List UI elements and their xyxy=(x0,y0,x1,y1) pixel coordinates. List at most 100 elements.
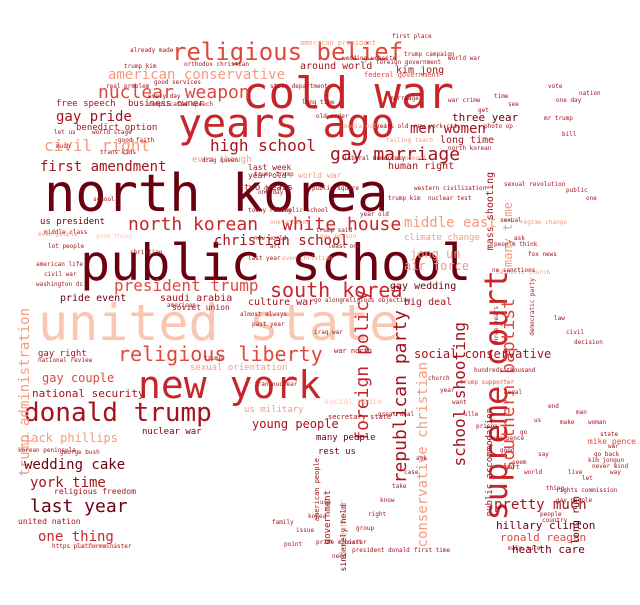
cloud-word: sexual revolution xyxy=(504,181,566,188)
cloud-word: trump supporter xyxy=(460,379,515,386)
cloud-word: time xyxy=(494,93,509,100)
cloud-word: today ruling xyxy=(248,207,292,214)
cloud-word: court xyxy=(344,539,363,546)
cloud-word: end xyxy=(548,403,559,410)
cloud-word: united nation xyxy=(18,517,81,526)
cloud-word: marriage xyxy=(390,95,419,102)
cloud-word: ask xyxy=(514,235,525,242)
cloud-word: us xyxy=(534,417,542,424)
cloud-word: many people xyxy=(316,433,376,443)
cloud-word: first place xyxy=(392,33,432,40)
cloud-word: law xyxy=(554,315,565,322)
cloud-word: ne sanctions xyxy=(492,267,536,274)
cloud-word: wedding website xyxy=(342,55,397,62)
cloud-word: gay marriage xyxy=(330,144,461,165)
cloud-word: rest us xyxy=(318,447,356,457)
cloud-word: first time xyxy=(414,547,451,554)
cloud-word: war xyxy=(608,443,619,450)
cloud-word: long time xyxy=(302,99,335,106)
cloud-word: man xyxy=(576,409,587,416)
cloud-word: york time xyxy=(30,475,106,491)
cloud-word: world stage xyxy=(92,129,132,136)
cloud-word: kim jong xyxy=(396,65,445,76)
cloud-word: white house xyxy=(282,214,402,235)
cloud-word: state department xyxy=(270,83,328,90)
cloud-word: business owner xyxy=(128,99,204,109)
cloud-word: good faith xyxy=(118,137,155,144)
cloud-word: secretary state xyxy=(328,413,392,421)
cloud-word: north korean xyxy=(448,145,492,152)
cloud-word: ask xyxy=(416,455,427,462)
cloud-word: republican party xyxy=(390,310,411,484)
cloud-word: last year xyxy=(248,255,281,262)
cloud-word: democratic party xyxy=(529,278,536,336)
cloud-word: good services xyxy=(154,79,201,86)
cloud-word: religious objection xyxy=(342,297,411,304)
cloud-word: christian school xyxy=(214,233,349,249)
cloud-word: year old xyxy=(360,211,389,218)
cloud-word: trump kim xyxy=(388,195,421,202)
cloud-word: culture war xyxy=(248,297,315,308)
cloud-word: three years xyxy=(493,306,500,346)
cloud-word: mr trump xyxy=(544,115,573,122)
cloud-word: public xyxy=(566,187,588,194)
cloud-word: make xyxy=(560,419,575,426)
cloud-word: north korean xyxy=(128,214,259,235)
cloud-word: mass shooting xyxy=(485,172,496,251)
cloud-word: go along xyxy=(314,297,343,304)
cloud-word: live xyxy=(568,469,583,476)
cloud-word: us president xyxy=(40,217,106,227)
cloud-word: national security xyxy=(32,387,145,400)
cloud-word: bill xyxy=(562,131,577,138)
cloud-word: korea xyxy=(308,513,327,520)
cloud-word: liberal democracy xyxy=(344,155,406,162)
cloud-word: gay people xyxy=(556,497,593,504)
cloud-word: never mind xyxy=(592,463,629,470)
cloud-word: seem xyxy=(512,459,527,466)
cloud-word: vote xyxy=(548,83,563,90)
cloud-word: north korea xyxy=(44,164,389,224)
cloud-word: george bush xyxy=(60,449,100,456)
cloud-word: group xyxy=(356,525,375,532)
cloud-word: air force xyxy=(404,259,470,273)
cloud-word: social conservative xyxy=(414,347,552,361)
cloud-word: big deal xyxy=(404,297,453,308)
cloud-word: old order xyxy=(316,113,349,120)
cloud-word: mike pence xyxy=(587,437,636,446)
cloud-word: gay right xyxy=(38,349,87,359)
cloud-word: one day xyxy=(556,97,582,104)
cloud-word: trump campaign xyxy=(404,51,455,58)
cloud-word: prison xyxy=(476,423,498,430)
cloud-word: many time xyxy=(501,202,515,268)
cloud-word: iran nuclear xyxy=(254,381,298,388)
cloud-word: year xyxy=(440,387,455,394)
cloud-word: soviet union xyxy=(172,303,230,312)
cloud-word: drag queen xyxy=(202,157,239,164)
cloud-word: trump trump xyxy=(254,171,294,178)
cloud-word: president donald xyxy=(352,547,410,554)
cloud-word: one xyxy=(586,195,597,202)
cloud-word: trans kids xyxy=(100,149,137,156)
cloud-word: fox news xyxy=(528,251,557,258)
cloud-word: pretty much xyxy=(494,497,587,513)
cloud-word: sexual xyxy=(500,217,522,224)
cloud-word: every day xyxy=(148,93,181,100)
cloud-word: public square xyxy=(312,185,359,192)
cloud-word: prime minister xyxy=(316,539,367,546)
cloud-word: gay person xyxy=(320,233,357,240)
cloud-word: past year xyxy=(252,321,285,328)
cloud-word: christian xyxy=(130,249,163,256)
cloud-word: sexual orientation xyxy=(190,363,288,373)
cloud-word: middle class xyxy=(44,229,88,236)
cloud-word: benedict option xyxy=(76,123,158,133)
cloud-word: civil war xyxy=(44,271,77,278)
cloud-word: woman xyxy=(588,419,607,426)
cloud-word: young people xyxy=(252,417,339,431)
cloud-word: ulle xyxy=(464,411,479,418)
cloud-word: around world xyxy=(300,61,373,72)
cloud-word: wedding cake xyxy=(24,457,126,473)
cloud-word: even christian xyxy=(282,255,333,262)
cloud-word: school xyxy=(93,196,115,203)
cloud-word: jong un xyxy=(410,247,461,261)
cloud-word: last year xyxy=(30,496,128,517)
